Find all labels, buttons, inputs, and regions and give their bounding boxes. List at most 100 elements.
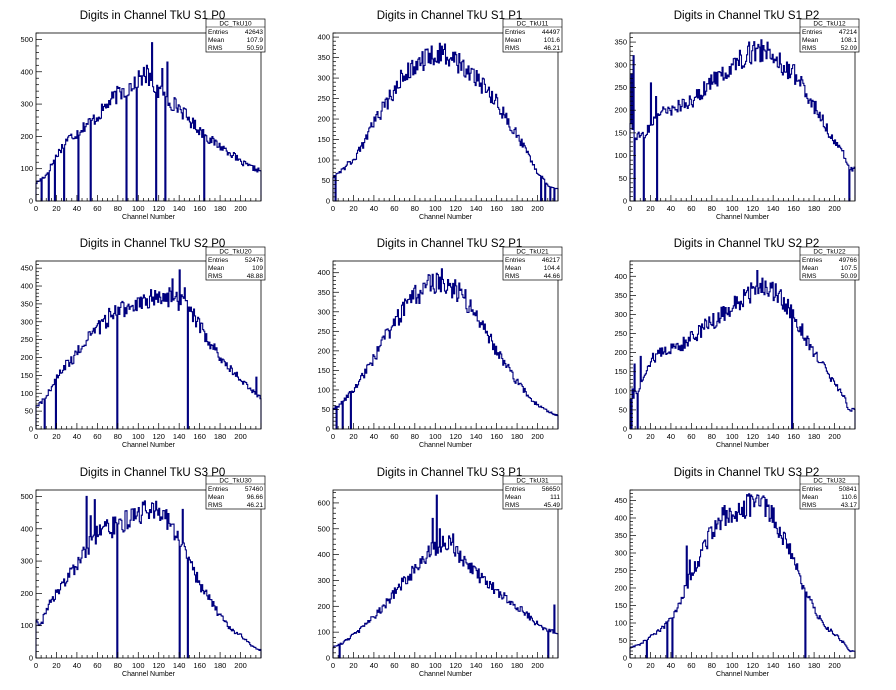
chart-title: Digits in Channel TkU S1 P1: [377, 10, 523, 22]
stats-box-frame: [502, 246, 563, 281]
y-tick-label: 500: [20, 492, 33, 501]
stats-entries-value: 52476: [245, 257, 263, 264]
x-tick-label: 120: [152, 661, 165, 670]
histogram-line: [332, 494, 559, 659]
y-tick-label: 0: [623, 654, 627, 663]
y-tick-label: 0: [326, 654, 330, 663]
plot-frame: [332, 260, 559, 430]
y-tick-label: 350: [614, 291, 627, 300]
x-tick-label: 160: [193, 204, 206, 213]
y-tick-label: 300: [20, 100, 33, 109]
y-tick-label: 150: [614, 367, 627, 376]
x-tick-label: 100: [429, 432, 442, 441]
chart-title: Digits in Channel TkU S3 P0: [80, 467, 226, 479]
y-tick-label: 450: [20, 264, 33, 273]
stats-mean-label: Mean: [802, 494, 819, 501]
stats-entries-label: Entries: [208, 29, 229, 36]
y-tick-label: 400: [317, 33, 330, 42]
y-tick-label: 50: [322, 405, 330, 414]
x-tick-label: 200: [234, 661, 247, 670]
chart-title: Digits in Channel TkU S1 P2: [674, 10, 820, 22]
x-tick-label: 100: [132, 432, 145, 441]
stats-entries-label: Entries: [802, 257, 823, 264]
y-tick-label: 200: [20, 353, 33, 362]
x-tick-label: 200: [828, 661, 841, 670]
x-tick-label: 20: [349, 432, 357, 441]
y-tick-label: 350: [317, 53, 330, 62]
x-tick-label: 120: [449, 204, 462, 213]
x-tick-label: 20: [349, 204, 357, 213]
stats-rms-value: 48.88: [247, 273, 264, 280]
y-tick-label: 300: [317, 576, 330, 585]
x-tick-label: 100: [429, 661, 442, 670]
histogram-panel: Digits in Channel TkU S3 P2 0 20 40 60 80 100 1…: [614, 467, 860, 678]
stats-rms-label: RMS: [802, 45, 817, 52]
x-tick-label: 120: [449, 432, 462, 441]
plot-frame: [629, 260, 856, 430]
stats-entries-value: 47214: [839, 29, 857, 36]
x-tick-label: 180: [511, 661, 524, 670]
histogram-line: [35, 269, 262, 430]
x-tick-label: 80: [411, 204, 419, 213]
histogram-line: [35, 495, 262, 659]
x-tick-label: 180: [214, 661, 227, 670]
histogram-line: [629, 493, 856, 659]
x-tick-label: 120: [152, 432, 165, 441]
histogram-panel: Digits in Channel TkU S1 P2 0 20 40 60 80 100 1…: [614, 10, 860, 221]
y-tick-label: 300: [20, 317, 33, 326]
y-tick-label: 0: [326, 425, 330, 434]
stats-box-frame: [799, 18, 860, 53]
stats-mean-value: 110.6: [841, 494, 857, 501]
stats-rms-value: 46.21: [544, 45, 561, 52]
x-tick-label: 40: [73, 432, 81, 441]
y-tick-label: 200: [317, 602, 330, 611]
x-axis-label: Channel Number: [716, 442, 770, 449]
histogram-line: [629, 270, 856, 430]
y-tick-label: 100: [317, 385, 330, 394]
x-tick-label: 40: [370, 661, 378, 670]
x-tick-label: 0: [331, 432, 335, 441]
x-tick-label: 20: [52, 661, 60, 670]
x-axis-label: Channel Number: [419, 442, 473, 449]
x-axis-label: Channel Number: [122, 442, 176, 449]
chart-title: Digits in Channel TkU S1 P0: [80, 10, 226, 22]
x-tick-label: 140: [173, 432, 186, 441]
x-tick-label: 160: [490, 661, 503, 670]
histogram-panel: Digits in Channel TkU S3 P0 0 20 40 60 80 100 1…: [20, 467, 266, 678]
stats-box-frame: [205, 246, 266, 281]
x-tick-label: 40: [667, 661, 675, 670]
x-tick-label: 40: [73, 204, 81, 213]
x-tick-label: 0: [628, 204, 632, 213]
x-tick-label: 100: [726, 204, 739, 213]
y-tick-label: 250: [20, 335, 33, 344]
stats-entries-label: Entries: [505, 486, 526, 493]
x-tick-label: 180: [214, 432, 227, 441]
x-tick-label: 180: [808, 661, 821, 670]
y-tick-label: 250: [614, 83, 627, 92]
x-tick-label: 20: [52, 204, 60, 213]
stats-entries-label: Entries: [208, 486, 229, 493]
stats-rms-label: RMS: [505, 45, 520, 52]
x-tick-label: 60: [390, 204, 398, 213]
y-tick-label: 0: [29, 197, 33, 206]
x-tick-label: 140: [767, 432, 780, 441]
stats-entries-label: Entries: [505, 29, 526, 36]
y-tick-label: 50: [322, 176, 330, 185]
x-axis-label: Channel Number: [716, 214, 770, 221]
x-tick-label: 0: [34, 204, 38, 213]
stats-mean-label: Mean: [505, 265, 522, 272]
stats-box-frame: [799, 246, 860, 281]
y-tick-label: 400: [614, 272, 627, 281]
stats-name: DC_TkU32: [813, 478, 846, 485]
y-tick-label: 150: [614, 128, 627, 137]
stats-entries-value: 44497: [542, 29, 560, 36]
chart-title: Digits in Channel TkU S2 P2: [674, 238, 820, 250]
x-tick-label: 140: [470, 661, 483, 670]
y-tick-label: 400: [20, 282, 33, 291]
x-tick-label: 100: [132, 204, 145, 213]
x-tick-label: 140: [767, 204, 780, 213]
y-tick-label: 300: [614, 549, 627, 558]
